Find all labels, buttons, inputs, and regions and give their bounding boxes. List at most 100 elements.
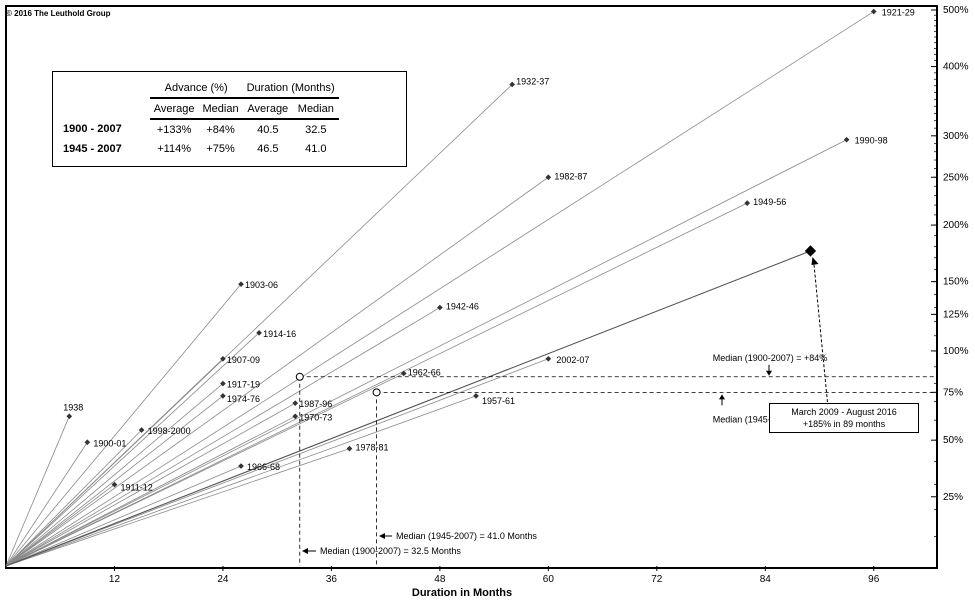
y-tick-label: 200% bbox=[943, 220, 969, 231]
ray-line bbox=[5, 402, 296, 567]
col-header: Median bbox=[293, 98, 339, 120]
arrow-head bbox=[811, 256, 819, 265]
point-label: 1962-66 bbox=[408, 367, 441, 377]
ray-line bbox=[5, 11, 874, 567]
x-tick-label: 48 bbox=[434, 574, 446, 585]
point-label: 1990-98 bbox=[855, 136, 888, 146]
x-tick-label: 36 bbox=[326, 574, 338, 585]
x-tick-label: 24 bbox=[217, 574, 229, 585]
point-label: 1998-2000 bbox=[148, 426, 191, 436]
x-tick-label: 60 bbox=[543, 574, 555, 585]
point-label: 1970-73 bbox=[299, 412, 332, 422]
data-point bbox=[220, 393, 226, 399]
ray-line bbox=[5, 429, 142, 567]
data-point bbox=[473, 393, 479, 399]
col-header: Average bbox=[242, 98, 294, 120]
ray-line bbox=[5, 139, 847, 567]
x-tick-label: 12 bbox=[109, 574, 121, 585]
point-label: 2002-07 bbox=[556, 355, 589, 365]
data-point bbox=[292, 400, 299, 407]
ray-line bbox=[5, 416, 70, 567]
y-tick-label: 50% bbox=[943, 435, 963, 446]
table-cell: 32.5 bbox=[305, 123, 327, 136]
point-label: 1932-37 bbox=[516, 76, 549, 86]
y-tick-label: 125% bbox=[943, 309, 969, 320]
point-label: 1921-29 bbox=[882, 8, 915, 18]
data-point bbox=[744, 200, 751, 206]
table-cell: +133% bbox=[156, 123, 192, 136]
col-header: Average bbox=[149, 98, 199, 120]
point-label: 1914-16 bbox=[263, 329, 296, 339]
ray-line bbox=[5, 176, 549, 567]
ray-line bbox=[5, 448, 350, 567]
current-market-callout: March 2009 - August 2016 +185% in 89 mon… bbox=[769, 403, 919, 433]
ray-line bbox=[5, 283, 242, 567]
data-point bbox=[66, 413, 73, 420]
arrow-head bbox=[766, 370, 772, 376]
ray-line bbox=[5, 465, 242, 567]
copyright-label: © 2016 The Leuthold Group bbox=[6, 9, 111, 18]
x-tick-label: 96 bbox=[868, 574, 880, 585]
period-label: 1900 - 2007 bbox=[63, 123, 122, 135]
data-point bbox=[843, 136, 850, 143]
ray-line bbox=[5, 383, 224, 567]
ray-line bbox=[5, 484, 115, 567]
data-point bbox=[437, 304, 443, 311]
duration-header: Duration (Months) bbox=[242, 78, 339, 99]
y-tick-label: 100% bbox=[943, 346, 969, 357]
data-point bbox=[870, 8, 877, 15]
point-label: 1911-12 bbox=[120, 483, 152, 493]
table-cell: +114% bbox=[157, 142, 191, 155]
ray-line bbox=[5, 307, 441, 567]
data-point bbox=[220, 355, 226, 362]
data-point bbox=[111, 481, 118, 488]
y-tick-label: 250% bbox=[943, 172, 969, 183]
table-cell: +84% bbox=[206, 123, 235, 136]
point-label: 1987-96 bbox=[299, 399, 332, 409]
current-market-label: March 2009 - August 2016 bbox=[791, 407, 897, 417]
arrow-head bbox=[379, 533, 385, 539]
y-tick-label: 25% bbox=[943, 492, 963, 503]
y-tick-label: 150% bbox=[943, 277, 969, 288]
y-tick-label: 300% bbox=[943, 131, 969, 142]
period-label: 1945 - 2007 bbox=[63, 142, 122, 155]
data-point bbox=[346, 445, 353, 452]
callout-arrow bbox=[812, 258, 828, 403]
ray-line bbox=[5, 202, 748, 567]
point-label: 1982-87 bbox=[554, 171, 587, 181]
x-tick-label: 84 bbox=[760, 574, 772, 585]
current-market-sublabel: +185% in 89 months bbox=[802, 419, 886, 429]
data-point bbox=[400, 370, 407, 377]
median-duration-label: Median (1900-2007) = 32.5 Months bbox=[320, 546, 461, 556]
point-label: 1900-01 bbox=[93, 438, 126, 448]
data-point bbox=[238, 463, 244, 469]
ray-line bbox=[5, 373, 404, 567]
ray-line bbox=[5, 358, 549, 567]
point-label: 1942-46 bbox=[446, 302, 479, 312]
ray-line bbox=[5, 415, 296, 567]
data-point bbox=[545, 174, 552, 181]
median-marker bbox=[372, 388, 381, 397]
col-header: Median bbox=[198, 98, 243, 120]
median-marker bbox=[295, 372, 304, 381]
arrow-head bbox=[719, 394, 725, 400]
point-label: 1938 bbox=[63, 402, 83, 412]
ray-line bbox=[5, 358, 224, 567]
data-point bbox=[238, 281, 244, 287]
table-row: 1900 - 2007 +133% +84% 40.5 32.5 bbox=[59, 119, 339, 139]
point-label: 1974-76 bbox=[227, 394, 260, 404]
table-cell: 46.5 bbox=[257, 142, 279, 155]
ray-line bbox=[5, 442, 88, 567]
point-label: 1907-09 bbox=[227, 355, 260, 365]
ray-line bbox=[5, 395, 477, 567]
arrow-head bbox=[302, 548, 308, 554]
data-point bbox=[545, 355, 552, 362]
y-tick-label: 75% bbox=[943, 387, 963, 398]
ray-line bbox=[5, 395, 224, 567]
y-tick-label: 400% bbox=[943, 62, 969, 73]
point-label: 1949-56 bbox=[753, 197, 786, 207]
ray-line bbox=[5, 332, 260, 567]
current-market-point bbox=[804, 245, 817, 257]
data-point bbox=[509, 81, 516, 88]
table-cell: 40.5 bbox=[257, 123, 279, 136]
